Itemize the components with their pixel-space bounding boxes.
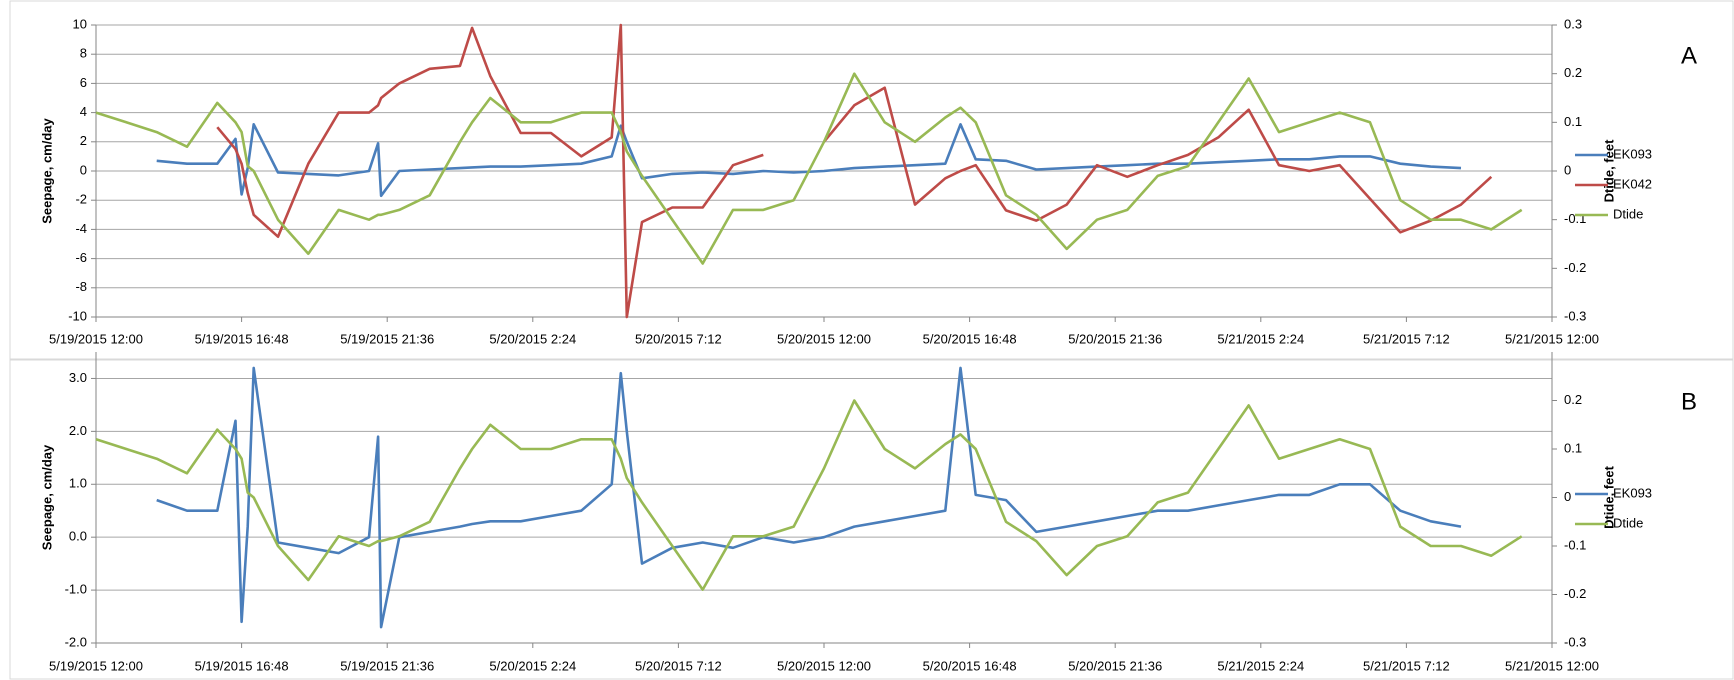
series-line [95,72,1523,265]
x-tick-label: 5/20/2015 2:24 [489,331,576,346]
y2-tick-label: -0.1 [1564,537,1586,552]
y2-tick-label: -0.3 [1564,634,1586,649]
y-tick-label: -1.0 [65,582,87,597]
y-tick-label: -10 [68,308,87,323]
y2-tick-label: 0.2 [1564,65,1582,80]
x-tick-label: 5/19/2015 16:48 [195,658,289,673]
x-tick-label: 5/19/2015 21:36 [340,658,434,673]
x-tick-label: 5/19/2015 21:36 [340,331,434,346]
panel-label: A [1681,42,1697,69]
x-tick-label: 5/21/2015 2:24 [1217,331,1304,346]
y-tick-label: 3.0 [69,370,87,385]
legend-label: EK093 [1613,146,1652,161]
y2-tick-label: 0.1 [1564,440,1582,455]
y-tick-label: 1.0 [69,476,87,491]
x-tick-label: 5/21/2015 2:24 [1217,658,1304,673]
panel-frame [9,359,1734,680]
x-tick-label: 5/20/2015 21:36 [1068,331,1162,346]
x-tick-label: 5/21/2015 7:12 [1363,658,1450,673]
y2-axis-title: Dtide, feet [1601,465,1616,529]
y2-tick-label: -0.3 [1564,308,1586,323]
y-axis-title: Seepage, cm/day [39,117,54,223]
y2-tick-label: 0 [1564,489,1571,504]
y-tick-label: 6 [80,75,87,90]
y-tick-label: -6 [75,250,87,265]
panel-label: B [1681,388,1697,415]
x-tick-label: 5/20/2015 12:00 [777,331,871,346]
x-tick-label: 5/20/2015 16:48 [923,331,1017,346]
legend-label: EK042 [1613,176,1652,191]
x-tick-label: 5/20/2015 21:36 [1068,658,1162,673]
y-tick-label: -4 [75,221,87,236]
x-tick-label: 5/19/2015 16:48 [195,331,289,346]
x-tick-label: 5/21/2015 7:12 [1363,331,1450,346]
y-tick-label: 10 [73,16,87,31]
x-tick-label: 5/21/2015 12:00 [1505,331,1599,346]
series-line [156,123,1462,198]
y2-tick-label: 0.1 [1564,114,1582,129]
panel-frame [9,0,1734,360]
y-tick-label: 4 [80,104,87,119]
x-tick-label: 5/19/2015 12:00 [49,658,143,673]
y-tick-label: 2.0 [69,423,87,438]
x-tick-label: 5/21/2015 12:00 [1505,658,1599,673]
y-tick-label: -8 [75,279,87,294]
y2-tick-label: -0.2 [1564,260,1586,275]
y2-tick-label: 0.2 [1564,392,1582,407]
y2-tick-label: -0.2 [1564,586,1586,601]
y-tick-label: -2.0 [65,634,87,649]
legend-label: EK093 [1613,485,1652,500]
y-tick-label: 0.0 [69,529,87,544]
x-tick-label: 5/19/2015 12:00 [49,331,143,346]
series-line [95,399,1523,591]
y-axis-title: Seepage, cm/day [39,444,54,550]
y2-tick-label: 0 [1564,162,1571,177]
y2-tick-label: -0.1 [1564,211,1586,226]
legend-label: Dtide [1613,515,1643,530]
y-tick-label: 2 [80,133,87,148]
x-tick-label: 5/20/2015 7:12 [635,331,722,346]
x-tick-label: 5/20/2015 7:12 [635,658,722,673]
y-tick-label: 8 [80,46,87,61]
x-tick-label: 5/20/2015 16:48 [923,658,1017,673]
x-tick-label: 5/20/2015 12:00 [777,658,871,673]
series-line [216,23,1493,319]
y2-tick-label: 0.3 [1564,16,1582,31]
y-tick-label: 0 [80,162,87,177]
y-tick-label: -2 [75,192,87,207]
x-tick-label: 5/20/2015 2:24 [489,658,576,673]
legend-label: Dtide [1613,206,1643,221]
